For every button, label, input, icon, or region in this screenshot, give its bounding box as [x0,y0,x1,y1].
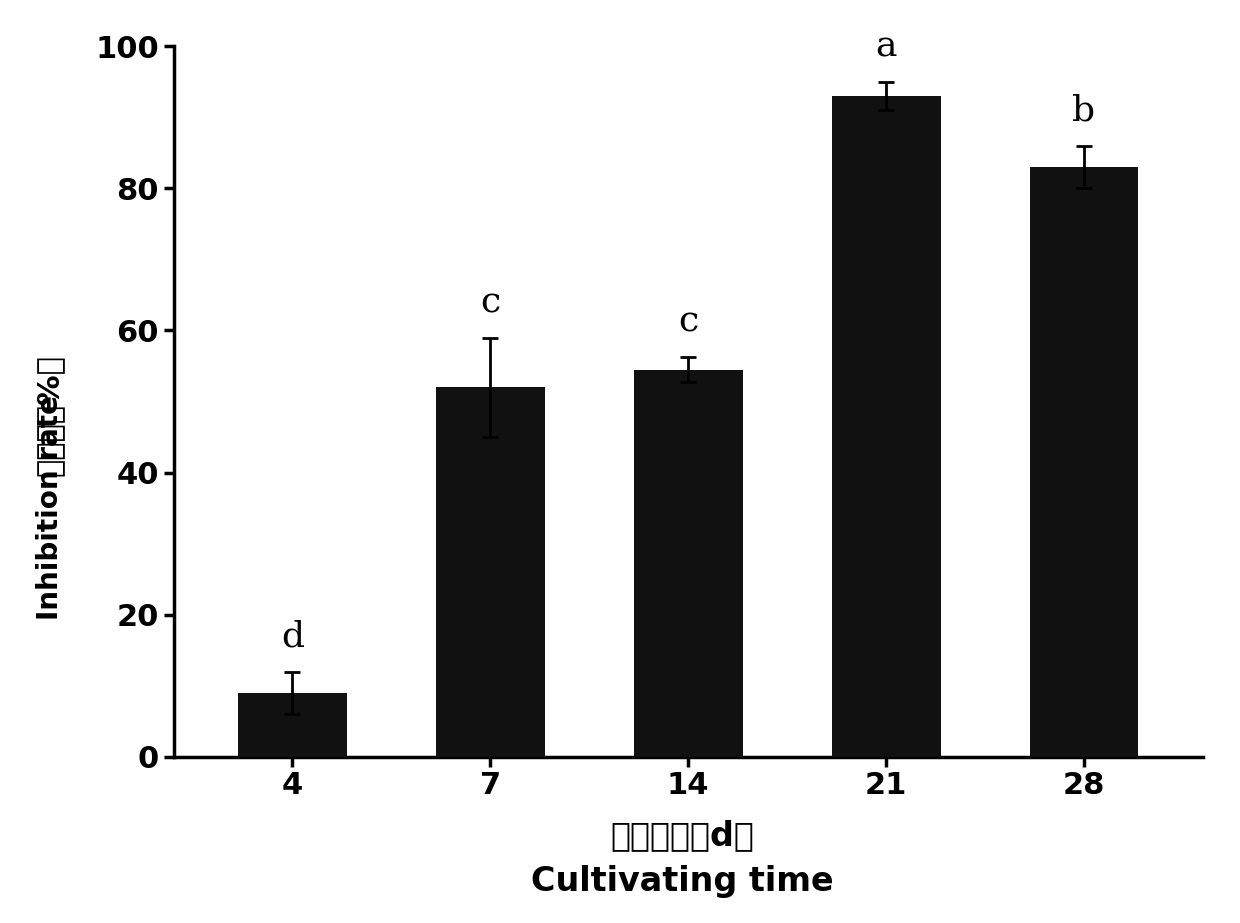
Bar [832,96,941,757]
Text: Inhibition rate: Inhibition rate [36,395,63,620]
Text: Cultivating time: Cultivating time [531,865,833,898]
Bar [238,693,347,757]
Bar [435,388,544,757]
Bar [1029,167,1138,757]
Text: a: a [875,30,897,64]
Text: d: d [280,620,304,653]
Text: 培养时间（d）: 培养时间（d） [610,819,754,852]
Text: b: b [1073,94,1096,128]
Text: c: c [678,305,698,339]
Bar [634,369,743,757]
Text: 抑菌率（%）: 抑菌率（%） [35,354,64,476]
Text: c: c [480,286,501,319]
